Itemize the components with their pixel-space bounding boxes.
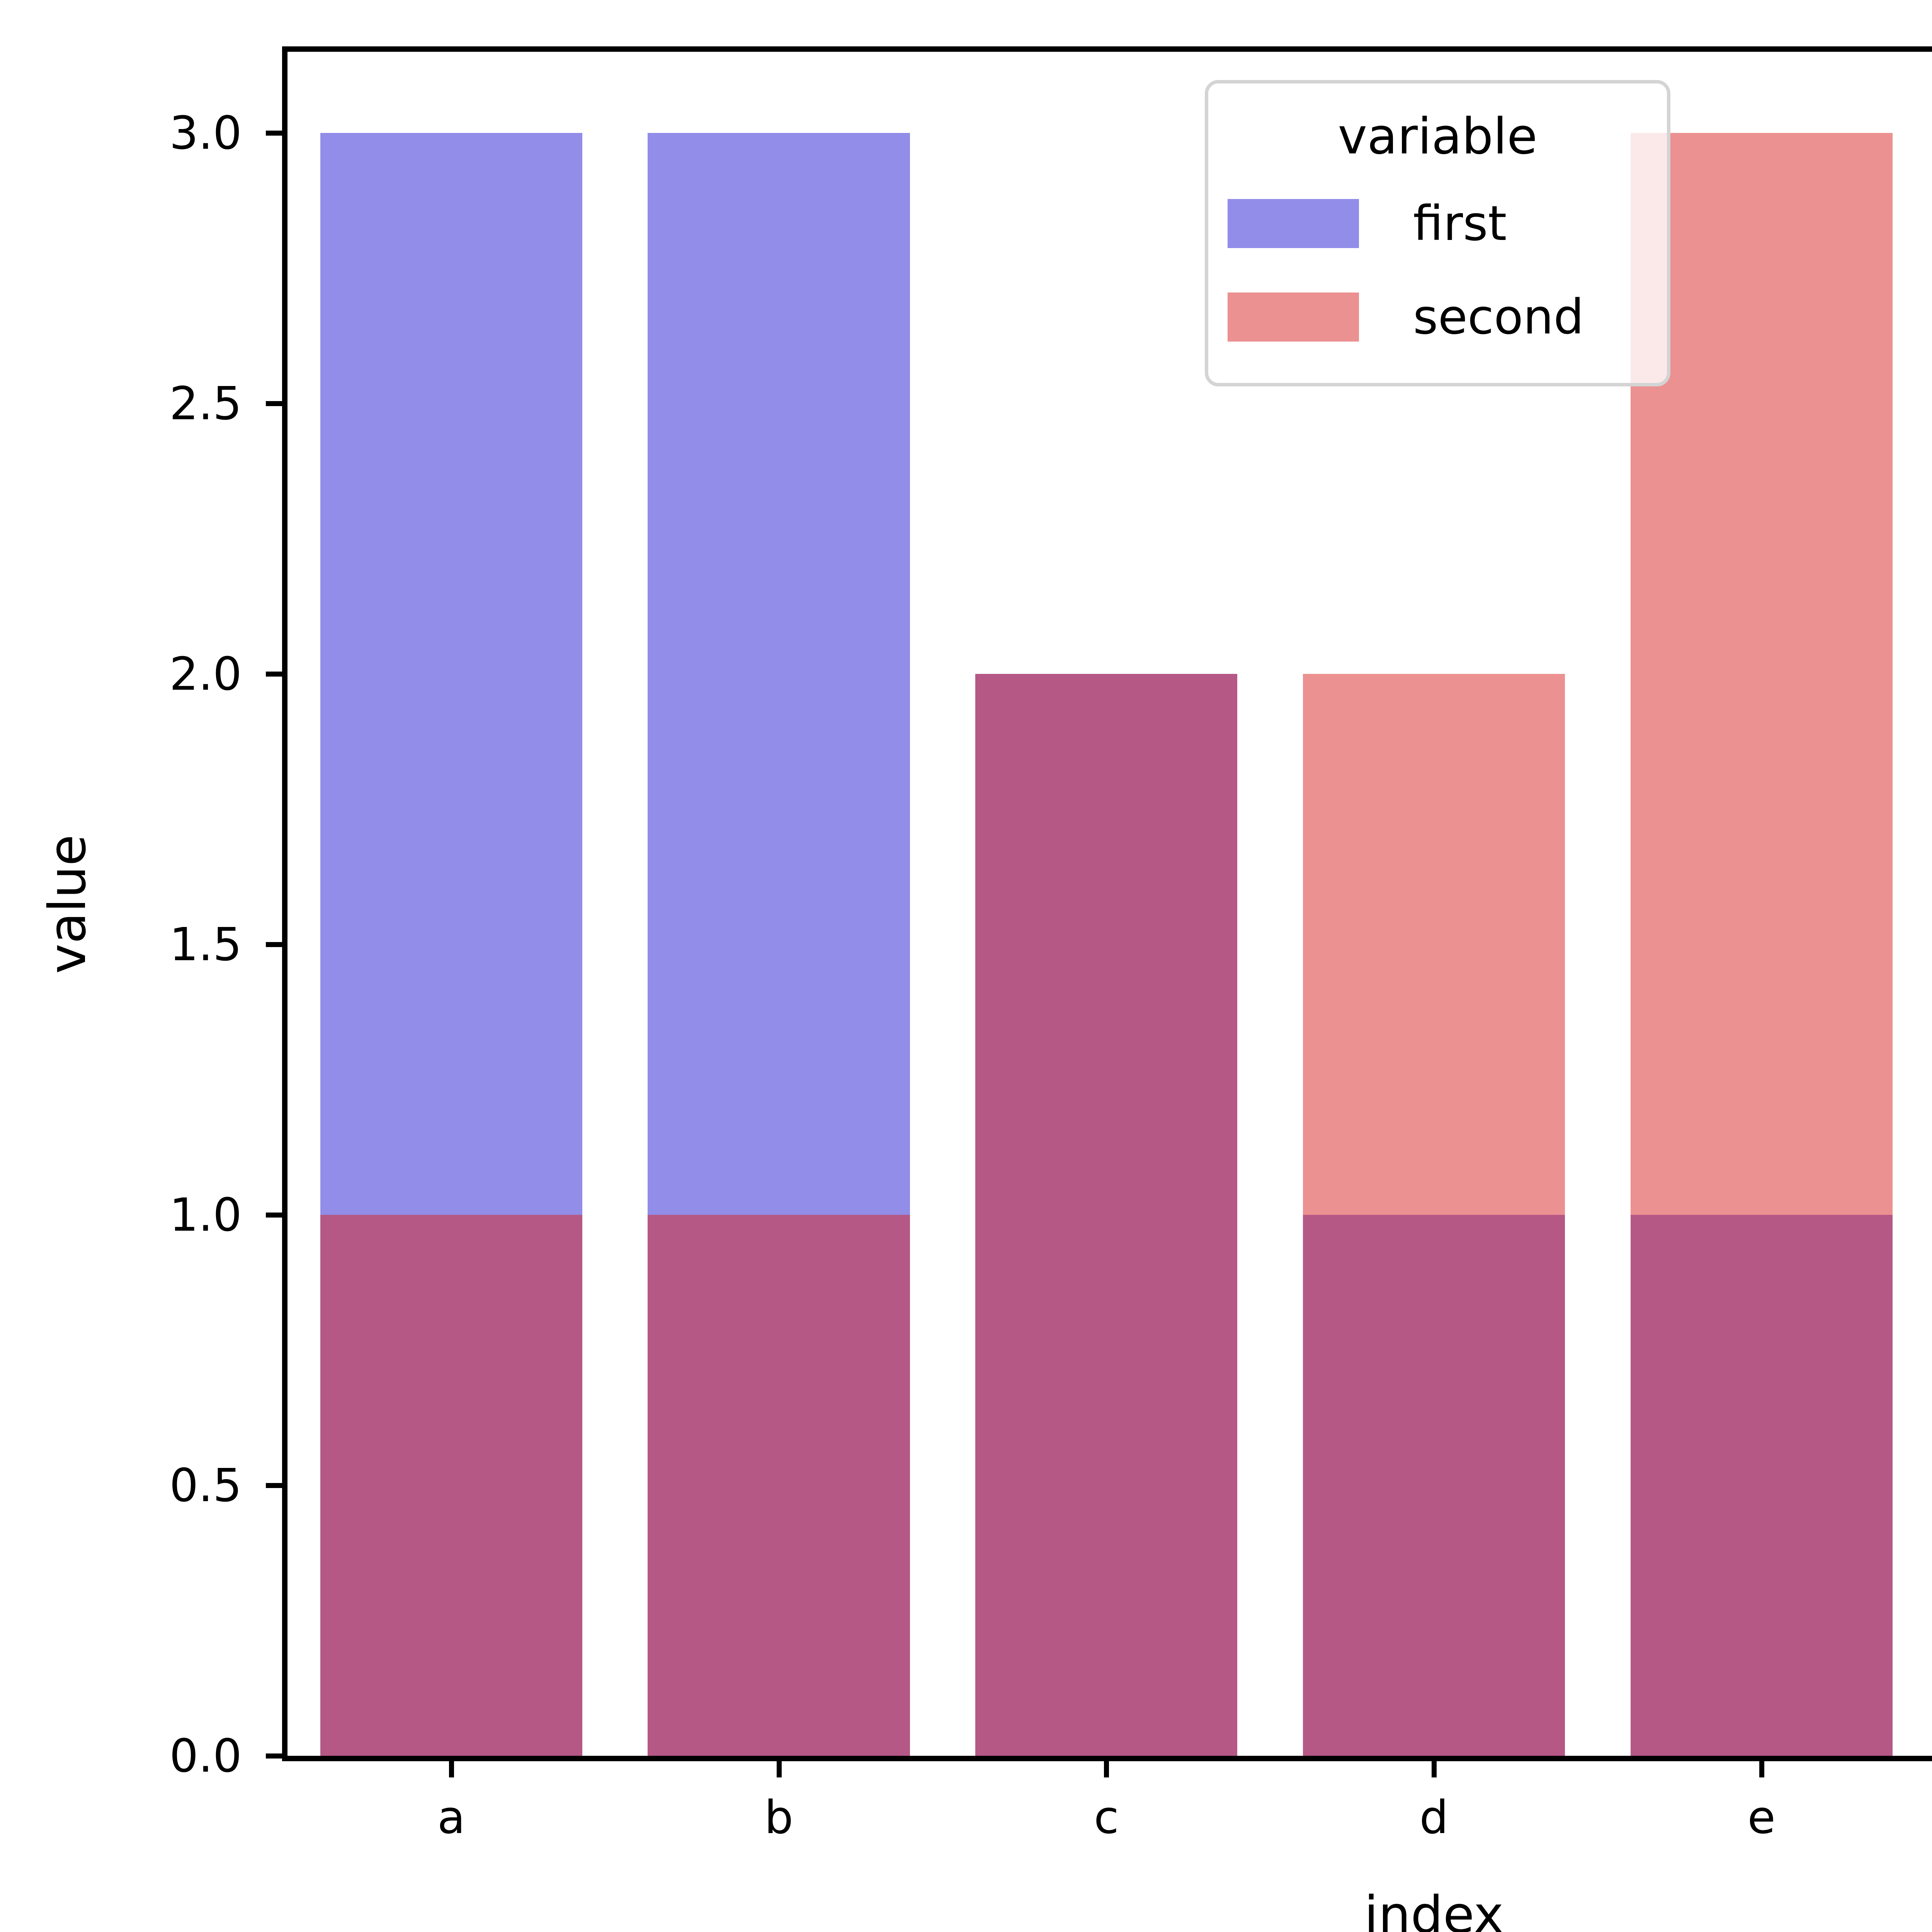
y-tick-label-1.5: 1.5	[169, 918, 242, 971]
x-tick-mark-d	[1432, 1761, 1437, 1777]
y-tick-label-2.0: 2.0	[169, 647, 242, 701]
y-tick-mark-3.0	[266, 131, 282, 136]
y-tick-label-3.0: 3.0	[169, 106, 242, 160]
y-tick-mark-1.0	[266, 1213, 282, 1218]
x-axis-label: index	[1364, 1885, 1504, 1932]
x-tick-mark-c	[1104, 1761, 1109, 1777]
x-tick-label-e: e	[1747, 1791, 1776, 1844]
legend-title: variable	[1338, 108, 1537, 165]
bar-second-d	[1303, 674, 1565, 1756]
x-tick-label-c: c	[1094, 1791, 1119, 1844]
y-tick-mark-1.5	[266, 942, 282, 947]
x-tick-label-d: d	[1419, 1791, 1449, 1844]
y-tick-label-0.0: 0.0	[169, 1729, 242, 1782]
y-tick-label-1.0: 1.0	[169, 1188, 242, 1242]
legend-swatch-first	[1228, 199, 1359, 248]
x-tick-mark-e	[1759, 1761, 1764, 1777]
legend-swatch-second	[1228, 293, 1359, 342]
legend-row-first: first	[1228, 199, 1667, 248]
y-tick-mark-2.5	[266, 401, 282, 406]
legend-row-second: second	[1228, 293, 1667, 342]
legend: variable first second	[1205, 80, 1670, 386]
bar-second-c	[975, 674, 1238, 1756]
bar-second-b	[648, 1215, 910, 1756]
legend-label-second: second	[1413, 289, 1584, 345]
y-tick-label-2.5: 2.5	[169, 377, 242, 430]
y-tick-mark-2.0	[266, 672, 282, 677]
legend-label-first: first	[1413, 196, 1507, 252]
x-tick-mark-a	[449, 1761, 454, 1777]
y-tick-mark-0.5	[266, 1483, 282, 1488]
plot-area: 0.00.51.01.52.02.53.0abcdenq	[169, 46, 1932, 1840]
legend-rows: first second	[1228, 199, 1667, 342]
y-axis-label: value	[38, 834, 97, 974]
x-tick-label-a: a	[437, 1791, 465, 1844]
x-tick-label-b: b	[764, 1791, 794, 1844]
y-tick-label-0.5: 0.5	[169, 1459, 242, 1512]
bar-second-e	[1630, 133, 1893, 1756]
bar-second-a	[320, 1215, 582, 1756]
x-tick-mark-b	[776, 1761, 782, 1777]
y-tick-mark-0.0	[266, 1753, 282, 1759]
